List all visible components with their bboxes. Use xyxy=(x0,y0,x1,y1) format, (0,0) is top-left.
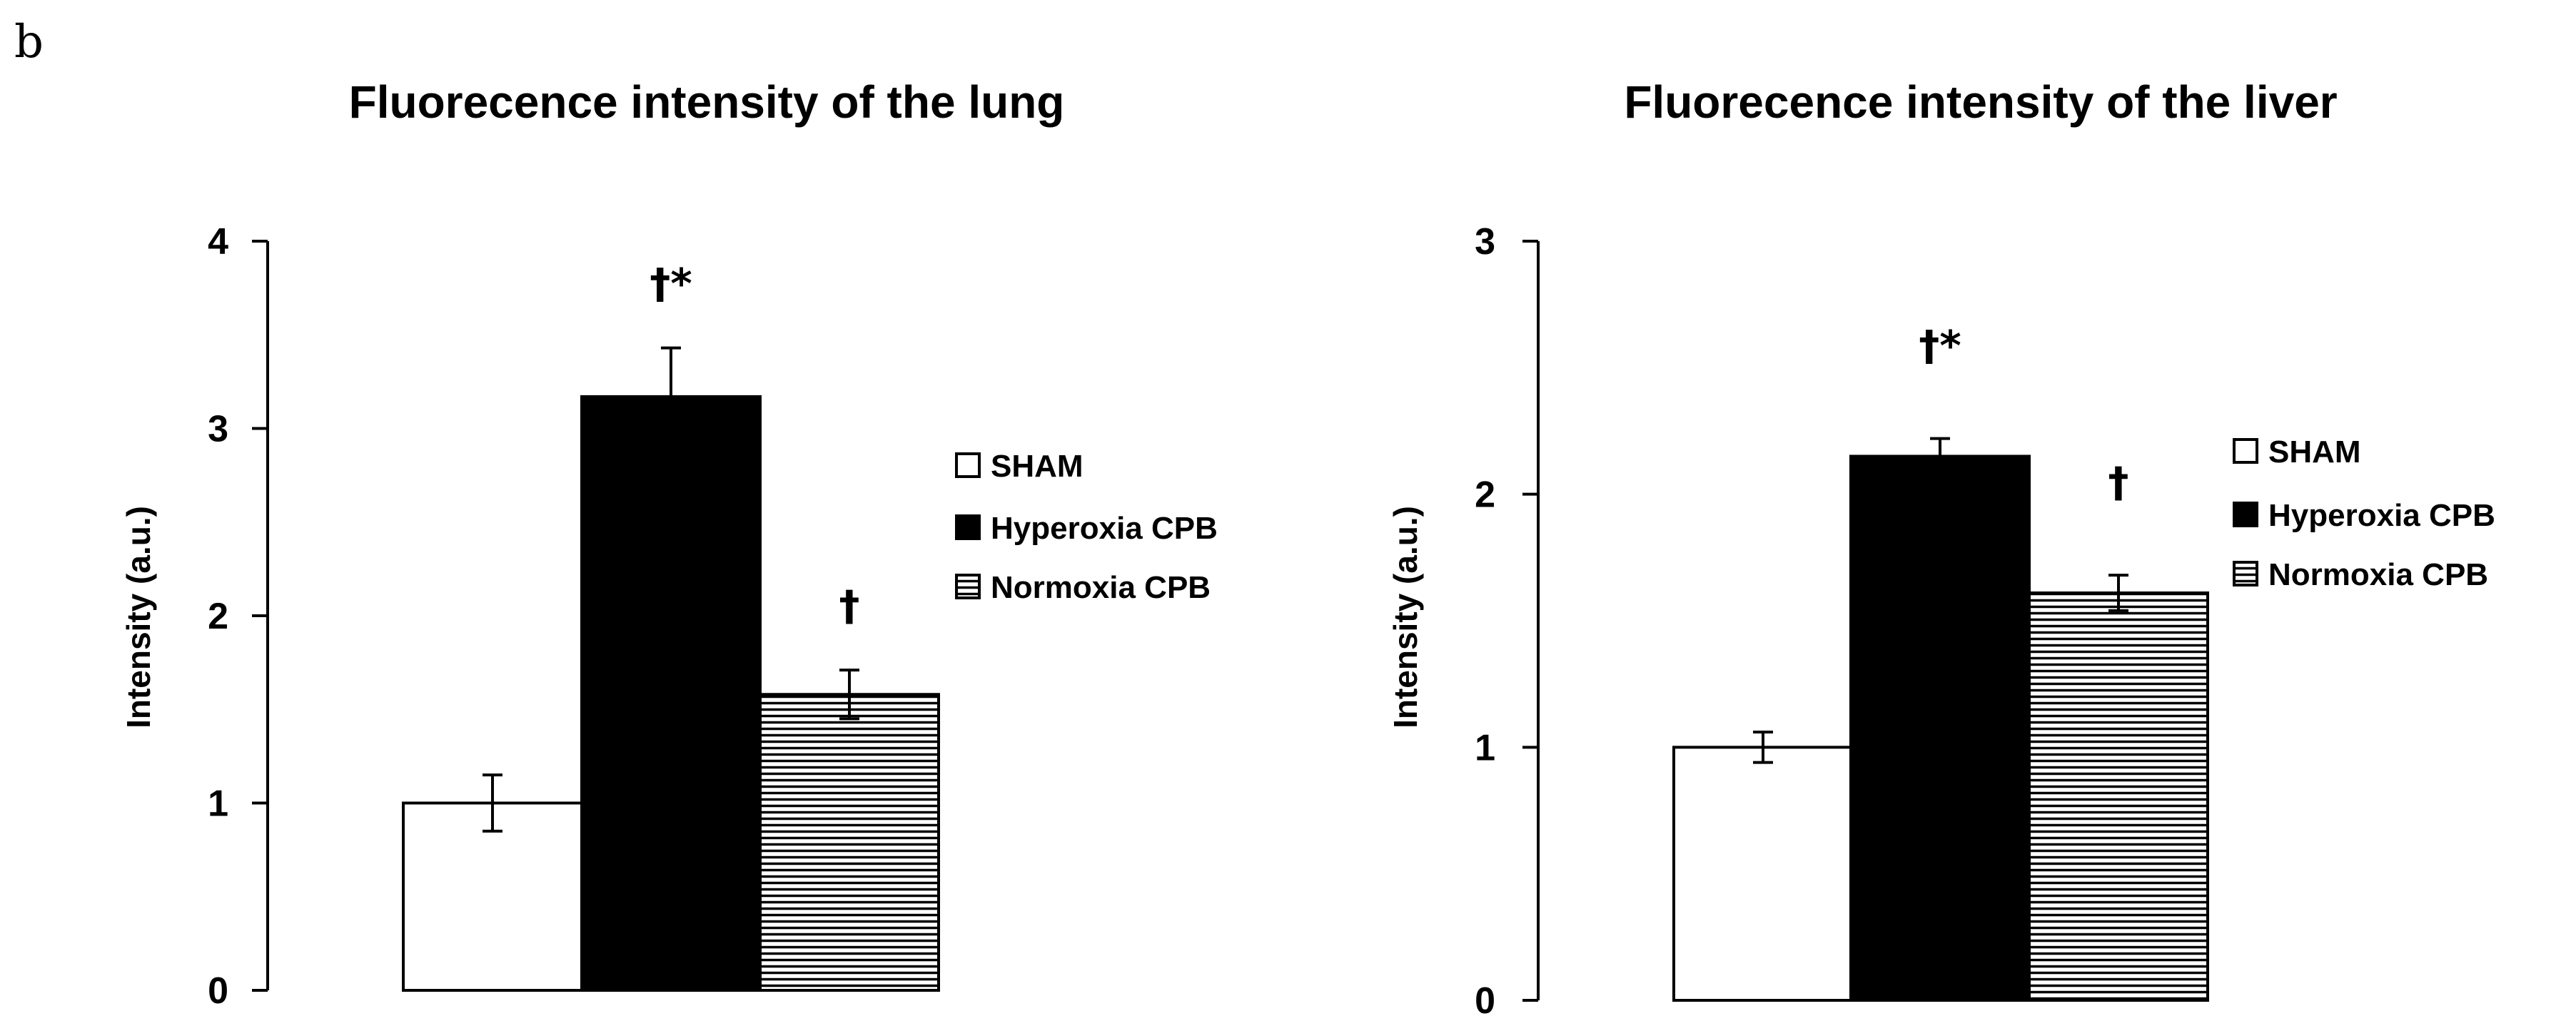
legend-swatch xyxy=(955,452,981,478)
legend-entry: Normoxia CPB xyxy=(991,570,1211,605)
legend-swatch xyxy=(2233,438,2258,464)
legend-entry: Normoxia CPB xyxy=(2268,557,2488,592)
chart-lung: Fluorecence intensity of the lung 0 1 2 3 4 In… xyxy=(120,76,1218,1012)
bar-normoxia-cpb xyxy=(2028,591,2209,1002)
y-tick-label: 4 xyxy=(208,221,228,263)
significance-annotation: †* xyxy=(650,260,692,308)
legend-swatch xyxy=(2233,561,2258,586)
panel-label: b xyxy=(14,16,44,68)
chart-title: Fluorecence intensity of the liver xyxy=(1624,76,2337,128)
charts-layer: Fluorecence intensity of the lung 0 1 2 3 4 In… xyxy=(120,76,2495,1022)
y-tick-label: 3 xyxy=(1475,221,1495,263)
y-tick-label: 0 xyxy=(208,970,228,1012)
legend: SHAM Hyperoxia CPB Normoxia CPB xyxy=(2233,435,2495,592)
y-tick-label: 2 xyxy=(208,596,228,637)
significance-annotation: †* xyxy=(1919,322,1961,370)
chart-liver: Fluorecence intensity of the liver 0 1 2 3 In… xyxy=(1387,76,2495,1022)
y-tick-label: 1 xyxy=(208,783,228,825)
legend-entry: SHAM xyxy=(991,449,1084,484)
legend-swatch xyxy=(955,574,981,599)
bar-sham xyxy=(402,801,583,992)
legend-entry: SHAM xyxy=(2268,435,2361,469)
y-tick-label: 1 xyxy=(1475,727,1495,768)
chart-title: Fluorecence intensity of the lung xyxy=(349,76,1065,128)
bar-sham xyxy=(1672,746,1854,1002)
y-tick-label: 2 xyxy=(1475,474,1495,516)
y-axis-label: Intensity (a.u.) xyxy=(1387,506,1424,728)
significance-annotation: † xyxy=(839,581,860,630)
bar-hyperoxia-cpb xyxy=(580,395,762,992)
legend: SHAM Hyperoxia CPB Normoxia CPB xyxy=(955,449,1218,605)
legend-entry: Hyperoxia CPB xyxy=(2268,498,2495,533)
legend-entry: Hyperoxia CPB xyxy=(991,511,1218,546)
y-axis-label: Intensity (a.u.) xyxy=(120,506,157,728)
y-tick-label: 0 xyxy=(1475,980,1495,1022)
bar-hyperoxia-cpb xyxy=(1849,454,2031,1002)
legend-swatch xyxy=(955,514,981,540)
significance-annotation: † xyxy=(2108,458,2129,507)
legend-swatch xyxy=(2233,502,2258,527)
bar-normoxia-cpb xyxy=(759,693,940,992)
y-tick-label: 3 xyxy=(208,409,228,450)
